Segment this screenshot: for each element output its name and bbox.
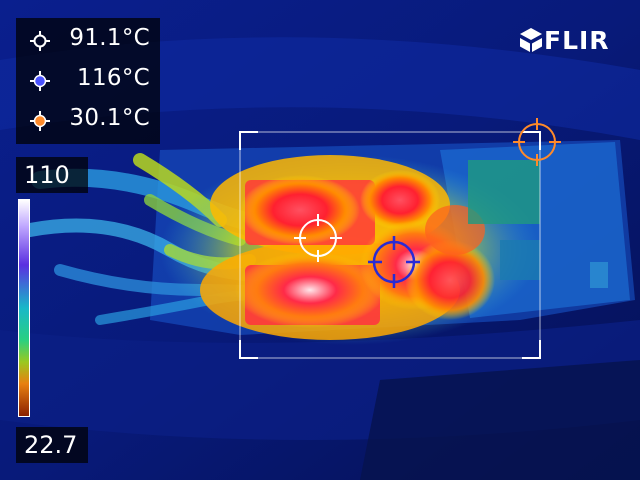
scale-max-label: 110 — [16, 157, 88, 193]
crosshair-orange-icon — [30, 111, 50, 131]
temperature-scale-bar — [18, 199, 30, 417]
spot-reading-value: 30.1°C — [69, 105, 150, 131]
brand-name: FLIR — [544, 26, 610, 55]
spot-reading-value: 116°C — [77, 65, 150, 91]
crosshair-white-icon — [30, 31, 50, 51]
reading-row-3: 30.1°C — [16, 101, 160, 141]
reading-row-1: 91.1°C — [16, 21, 160, 61]
spot-readings-panel: 91.1°C 116°C 30.1°C — [16, 18, 160, 144]
scale-min-label: 22.7 — [16, 427, 88, 463]
spot-reading-value: 91.1°C — [69, 25, 150, 51]
flir-logo: FLIR — [520, 26, 616, 56]
reading-row-2: 116°C — [16, 61, 160, 101]
flir-logo-icon — [520, 28, 542, 52]
crosshair-blue-icon — [30, 71, 50, 91]
